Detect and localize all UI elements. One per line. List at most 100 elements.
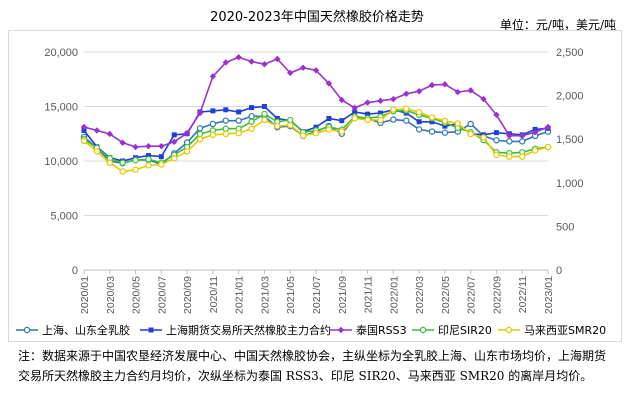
data-point-series-3 — [519, 132, 526, 139]
data-point-series-1 — [493, 137, 500, 144]
x-tick-label: 2021/07 — [311, 276, 323, 314]
data-point-series-5 — [248, 125, 255, 132]
data-point-series-5 — [299, 132, 307, 139]
data-point-series-2 — [377, 110, 383, 116]
data-point-series-3 — [351, 104, 358, 112]
data-point-series-2 — [352, 109, 358, 115]
data-point-series-2 — [274, 115, 280, 121]
data-point-series-3 — [209, 73, 217, 80]
data-point-series-4 — [261, 110, 268, 118]
x-tick-label: 2021/03 — [259, 276, 271, 314]
data-point-series-3 — [145, 142, 152, 150]
legend-label: 上海、山东全乳胶 — [42, 323, 130, 337]
data-point-series-3 — [106, 130, 113, 138]
legend-swatch-marker — [148, 327, 154, 333]
data-point-series-3 — [183, 129, 191, 137]
series-line-1 — [83, 115, 549, 166]
data-point-series-5 — [506, 153, 513, 160]
x-tick-label: 2022/11 — [517, 276, 529, 313]
data-point-series-2 — [416, 119, 422, 125]
data-point-series-4 — [248, 118, 255, 125]
data-point-series-3 — [235, 54, 242, 61]
data-point-series-2 — [223, 107, 229, 113]
data-point-series-5 — [403, 105, 410, 112]
legend-swatch-marker — [23, 326, 31, 334]
data-point-series-5 — [235, 129, 242, 137]
data-point-series-3 — [196, 109, 204, 117]
x-tick-label: 2021/01 — [234, 276, 246, 314]
data-point-series-5 — [519, 153, 526, 160]
data-point-series-2 — [249, 105, 255, 111]
data-point-series-5 — [480, 134, 487, 141]
y-right-tick-label: 2,000 — [556, 91, 584, 103]
data-point-series-2 — [145, 153, 151, 159]
data-point-series-1 — [415, 126, 423, 133]
data-point-series-2 — [493, 130, 499, 136]
data-point-series-5 — [364, 116, 371, 124]
y-left-tick-label: 20,000 — [44, 47, 78, 59]
legend-label: 印尼SIR20 — [438, 324, 492, 337]
x-tick-label: 2022/09 — [491, 276, 503, 314]
data-point-series-3 — [274, 55, 281, 63]
y-right-tick-label: 1,000 — [556, 178, 584, 190]
data-point-series-3 — [377, 97, 384, 105]
y-left-tick-label: 5,000 — [50, 211, 78, 223]
data-point-series-3 — [222, 59, 229, 66]
data-point-series-3 — [415, 88, 423, 95]
data-point-series-3 — [248, 58, 255, 65]
x-tick-label: 2022/07 — [466, 276, 478, 314]
data-point-series-2 — [236, 109, 242, 115]
data-point-series-3 — [93, 127, 101, 134]
data-point-series-5 — [415, 108, 423, 116]
x-tick-label: 2021/09 — [337, 276, 349, 314]
data-point-series-3 — [531, 129, 539, 136]
data-point-series-4 — [222, 125, 229, 132]
data-point-series-5 — [312, 129, 320, 137]
legend-label: 泰国RSS3 — [356, 323, 407, 337]
data-point-series-5 — [196, 135, 204, 143]
data-point-series-3 — [312, 67, 320, 74]
data-point-series-3 — [544, 123, 552, 131]
data-point-series-5 — [441, 117, 449, 125]
legend-swatch-marker — [505, 326, 513, 334]
data-point-series-3 — [119, 139, 126, 146]
data-point-series-5 — [80, 137, 88, 145]
data-point-series-3 — [454, 88, 461, 96]
data-point-series-5 — [145, 162, 152, 169]
data-point-series-5 — [171, 155, 178, 162]
legend-swatch-marker — [337, 326, 345, 334]
data-point-series-1 — [403, 117, 410, 124]
x-tick-label: 2020/11 — [208, 276, 220, 313]
data-point-series-5 — [390, 106, 397, 113]
data-point-series-2 — [158, 154, 164, 160]
unit-label: 单位：元/吨，美元/吨 — [499, 18, 616, 32]
data-point-series-3 — [325, 80, 333, 87]
data-point-series-3 — [467, 87, 474, 94]
data-point-series-4 — [145, 156, 152, 163]
data-point-series-1 — [248, 113, 255, 120]
x-tick-label: 2022/05 — [440, 276, 452, 314]
data-point-series-1 — [390, 116, 397, 123]
data-point-series-3 — [493, 111, 500, 118]
data-point-series-5 — [544, 143, 552, 151]
data-point-series-5 — [531, 147, 539, 154]
data-point-series-5 — [325, 126, 333, 133]
x-tick-label: 2020/07 — [156, 276, 168, 314]
data-point-series-5 — [261, 116, 268, 124]
x-tick-label: 2020/03 — [105, 276, 117, 314]
legend-swatch-marker — [419, 326, 427, 334]
data-point-series-5 — [93, 148, 101, 155]
data-point-series-5 — [454, 120, 461, 127]
data-point-series-2 — [313, 124, 319, 130]
chart-panel — [8, 30, 622, 342]
data-point-series-5 — [158, 161, 165, 168]
data-point-series-1 — [506, 138, 513, 145]
x-tick-label: 2020/01 — [79, 276, 91, 314]
data-point-series-5 — [106, 159, 113, 166]
data-point-series-3 — [480, 95, 487, 103]
y-right-tick-label: 0 — [556, 265, 562, 277]
data-point-series-3 — [506, 132, 513, 139]
data-point-series-4 — [132, 156, 139, 164]
data-point-series-1 — [235, 117, 242, 124]
